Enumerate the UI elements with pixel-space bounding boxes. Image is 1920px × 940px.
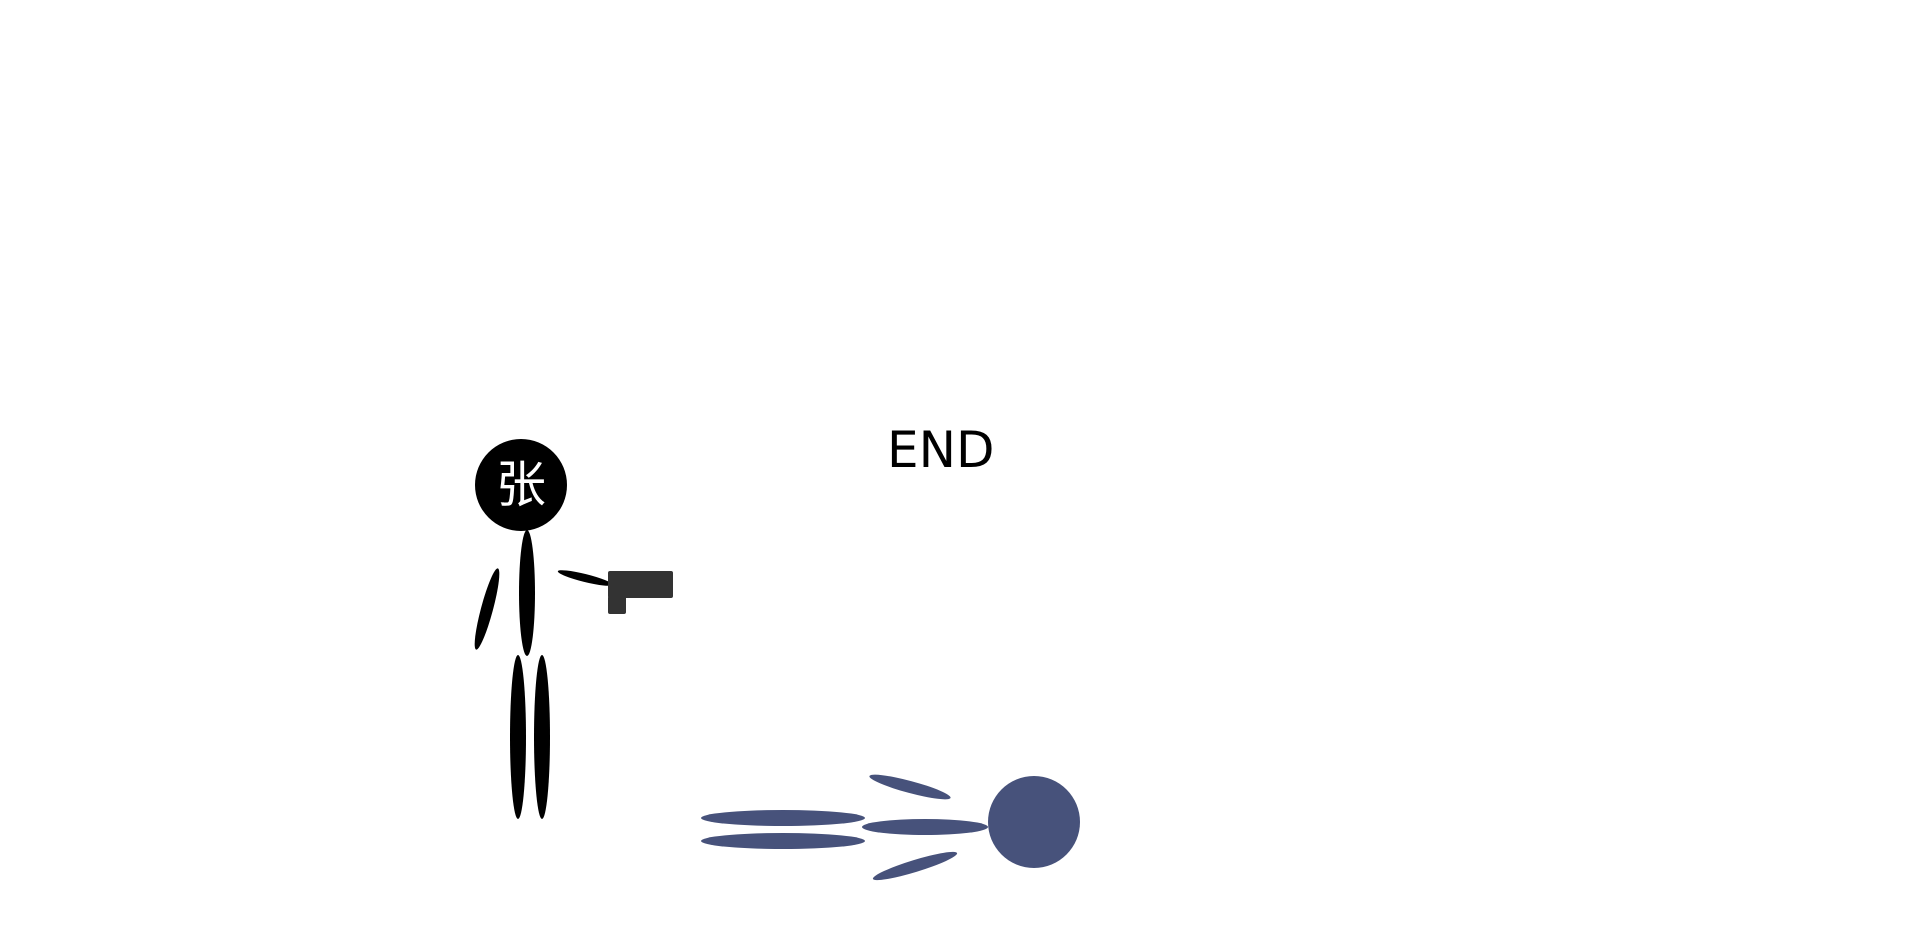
enemy-head bbox=[988, 776, 1080, 868]
player-left-leg bbox=[510, 655, 526, 819]
player-right-leg bbox=[534, 655, 550, 819]
enemy-upper-leg bbox=[701, 810, 865, 826]
gun-grip bbox=[608, 596, 626, 614]
player-left-arm bbox=[474, 568, 500, 650]
enemy-lower-leg bbox=[701, 833, 865, 849]
enemy-figure bbox=[701, 774, 1080, 881]
end-message: END bbox=[887, 421, 995, 479]
enemy-torso bbox=[862, 819, 988, 835]
gun bbox=[608, 571, 673, 614]
enemy-lower-arm bbox=[872, 851, 958, 881]
player-figure: 张 bbox=[474, 439, 613, 819]
gun-barrel bbox=[608, 571, 673, 598]
player-head bbox=[475, 439, 567, 531]
enemy-upper-arm bbox=[869, 774, 951, 800]
player-right-arm bbox=[557, 570, 613, 586]
player-torso bbox=[519, 530, 535, 656]
player-name-glyph: 张 bbox=[496, 456, 546, 514]
